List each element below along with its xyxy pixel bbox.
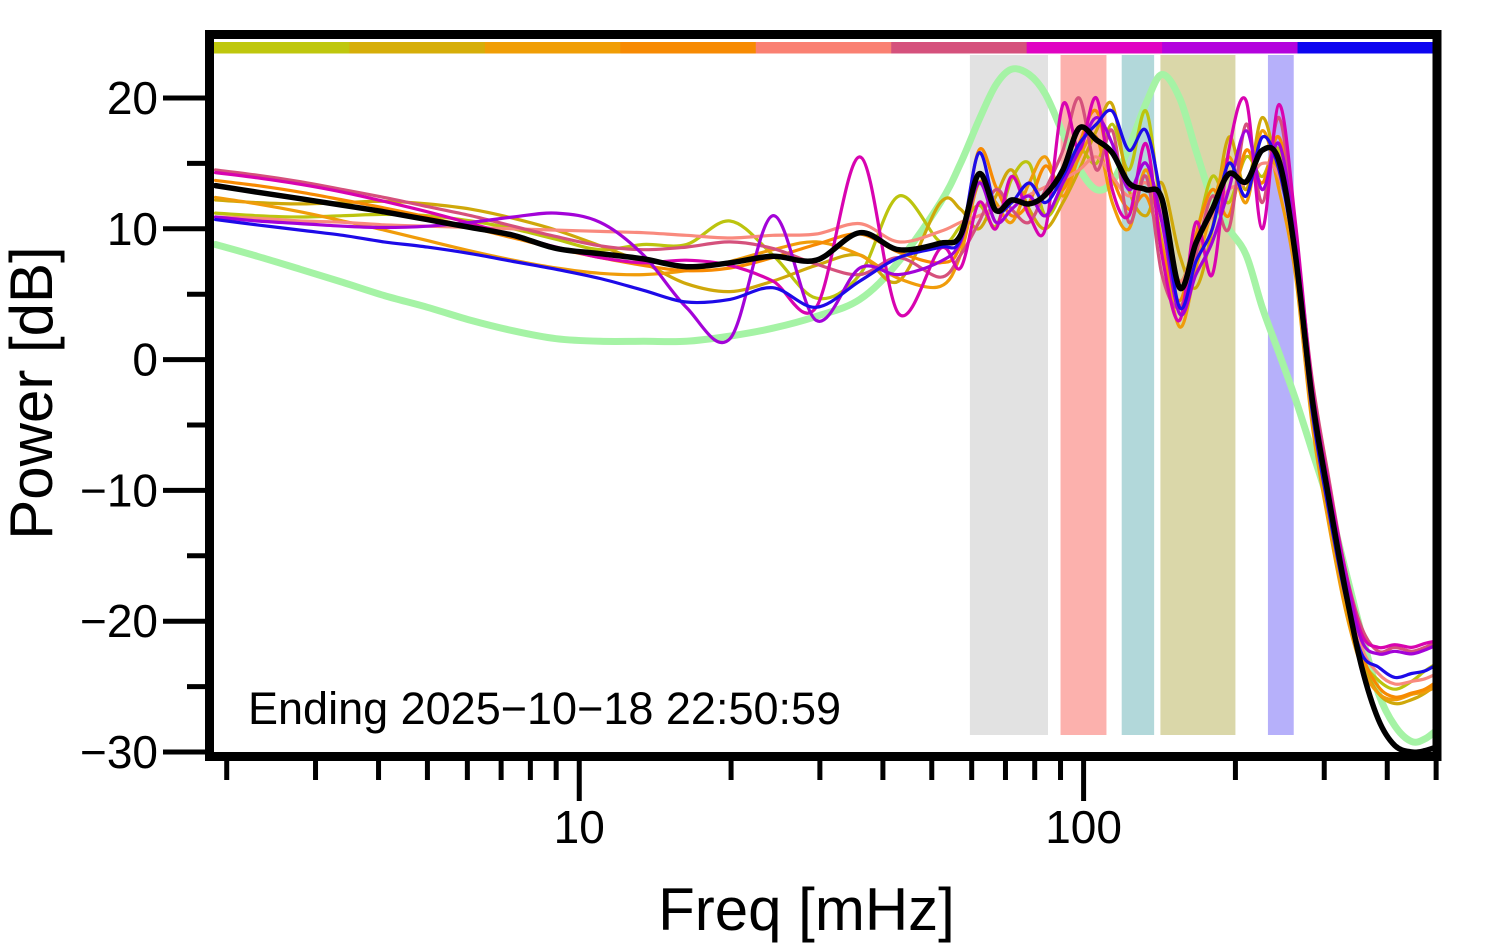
y-axis-title: Power [dB] (0, 246, 65, 539)
ending-timestamp-annotation: Ending 2025−10−18 22:50:59 (248, 683, 841, 734)
x-tick-label: 100 (1045, 801, 1122, 853)
time-colorbar-segment-4 (620, 42, 757, 54)
time-colorbar-segment-3 (484, 42, 621, 54)
time-colorbar-segment-2 (349, 42, 486, 54)
y-tick-label: −20 (80, 595, 158, 647)
time-colorbar-segment-8 (1162, 42, 1299, 54)
y-tick-label: −30 (80, 726, 158, 778)
plot-area (214, 42, 1433, 752)
y-tick-label: −10 (80, 464, 158, 516)
time-colorbar-segment-6 (891, 42, 1028, 54)
x-axis-title: Freq [mHz] (658, 876, 955, 943)
time-colorbar-segment-9 (1297, 42, 1433, 54)
y-tick-label: 10 (107, 203, 158, 255)
y-tick-label: 20 (107, 72, 158, 124)
y-tick-label: 0 (132, 334, 158, 386)
time-colorbar-segment-5 (755, 42, 892, 54)
time-colorbar-segment-7 (1026, 42, 1163, 54)
time-colorbar-segment-1 (214, 42, 351, 54)
x-tick-label: 10 (554, 801, 605, 853)
axes-frame (205, 30, 1442, 761)
tick-marks (163, 95, 1439, 801)
curve-black-mean (214, 124, 1433, 752)
